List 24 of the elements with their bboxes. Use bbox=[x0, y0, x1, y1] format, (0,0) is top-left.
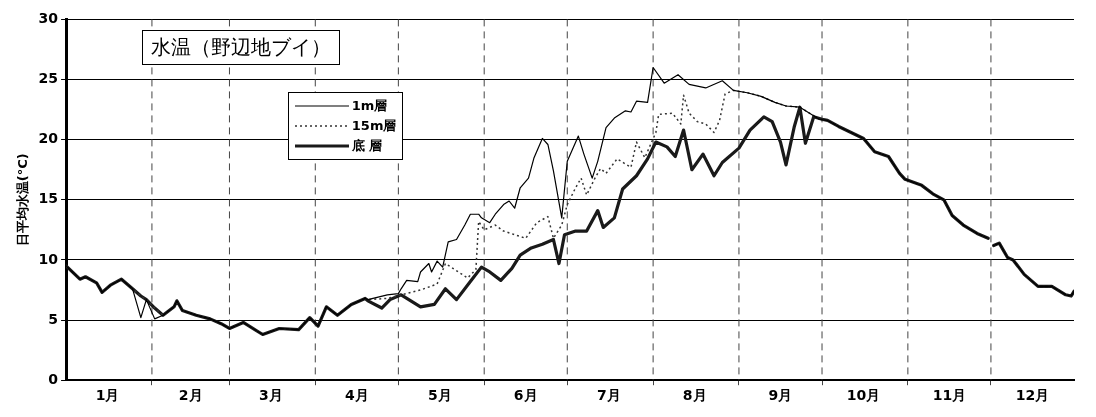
x-tick-label: 2月 bbox=[178, 387, 203, 404]
x-tick-label: 8月 bbox=[682, 387, 707, 404]
y-tick-label: 20 bbox=[38, 130, 59, 147]
y-axis-title: 日平均水温(°C) bbox=[15, 153, 31, 247]
x-tick-label: 6月 bbox=[513, 387, 538, 404]
x-tick-label: 9月 bbox=[768, 387, 793, 404]
text: 水温（野辺地ブイ） bbox=[141, 30, 340, 66]
y-tick-label: 0 bbox=[48, 370, 59, 387]
y-tick-label: 5 bbox=[48, 310, 59, 327]
x-tick-label: 5月 bbox=[428, 387, 452, 404]
x-tick-label: 3月 bbox=[259, 387, 283, 404]
x-tick-label: 7月 bbox=[596, 387, 621, 404]
legend-label: 15m層 bbox=[351, 116, 397, 135]
x-tick-label: 10月 bbox=[846, 387, 881, 404]
y-tick-label: 25 bbox=[38, 70, 59, 87]
x-tick-label: 11月 bbox=[932, 387, 967, 404]
y-tick-label: 15 bbox=[38, 190, 59, 207]
y-tick-label: 30 bbox=[38, 10, 59, 27]
y-tick-label: 10 bbox=[38, 250, 59, 267]
legend-label: 1m層 bbox=[351, 96, 388, 115]
x-tick-label: 1月 bbox=[95, 387, 120, 404]
x-tick-label: 12月 bbox=[1015, 387, 1050, 404]
x-tick-label: 4月 bbox=[344, 387, 369, 404]
legend-label: 底 層 bbox=[351, 136, 383, 155]
